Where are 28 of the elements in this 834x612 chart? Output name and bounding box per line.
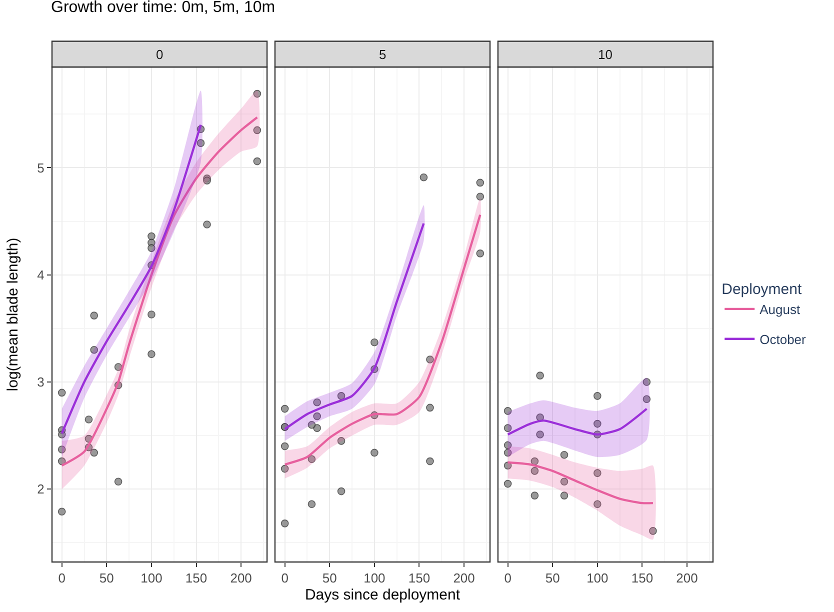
x-tick-label: 100 xyxy=(140,570,162,586)
x-tick-label: 50 xyxy=(99,570,114,586)
x-tick-label: 150 xyxy=(185,570,208,586)
x-tick-label: 150 xyxy=(408,570,430,586)
x-tick-label: 200 xyxy=(230,570,252,586)
x-tick-label: 200 xyxy=(676,570,698,586)
x-tick-label: 200 xyxy=(453,570,475,586)
chart-subtitle: 10 xyxy=(598,47,612,62)
x-tick-label: 150 xyxy=(631,570,654,586)
x-tick-label: 0 xyxy=(281,570,288,586)
y-tick-label: 2 xyxy=(37,482,44,497)
y-axis-title: log(mean blade length) xyxy=(4,238,22,392)
chart-subtitle: 0 xyxy=(156,47,164,62)
legend-label: August xyxy=(760,302,800,318)
x-tick-label: 100 xyxy=(364,570,386,586)
x-tick-label: 0 xyxy=(58,570,66,586)
x-tick-label: 0 xyxy=(504,570,512,586)
chart-title: Growth over time: 0m, 5m, 10m xyxy=(51,0,276,16)
legend-title: Deployment xyxy=(722,281,802,298)
x-axis-title: Days since deployment xyxy=(304,586,461,604)
y-tick-label: 3 xyxy=(37,374,44,390)
x-tick-label: 50 xyxy=(322,570,337,586)
chart-subtitle: 5 xyxy=(379,47,386,62)
x-tick-label: 100 xyxy=(586,570,608,586)
x-tick-label: 50 xyxy=(545,570,560,586)
y-tick-label: 4 xyxy=(37,267,44,282)
legend-label: October xyxy=(760,332,807,347)
y-tick-label: 5 xyxy=(37,160,44,176)
